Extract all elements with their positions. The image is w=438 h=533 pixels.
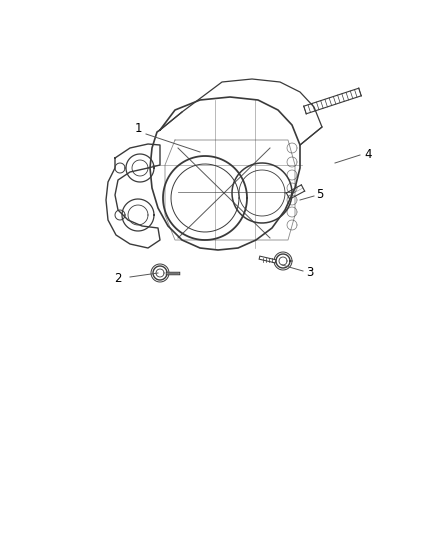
Text: 1: 1 — [134, 122, 142, 134]
Text: 5: 5 — [316, 189, 324, 201]
Text: 3: 3 — [306, 265, 314, 279]
Text: 2: 2 — [114, 271, 122, 285]
Text: 4: 4 — [364, 149, 372, 161]
